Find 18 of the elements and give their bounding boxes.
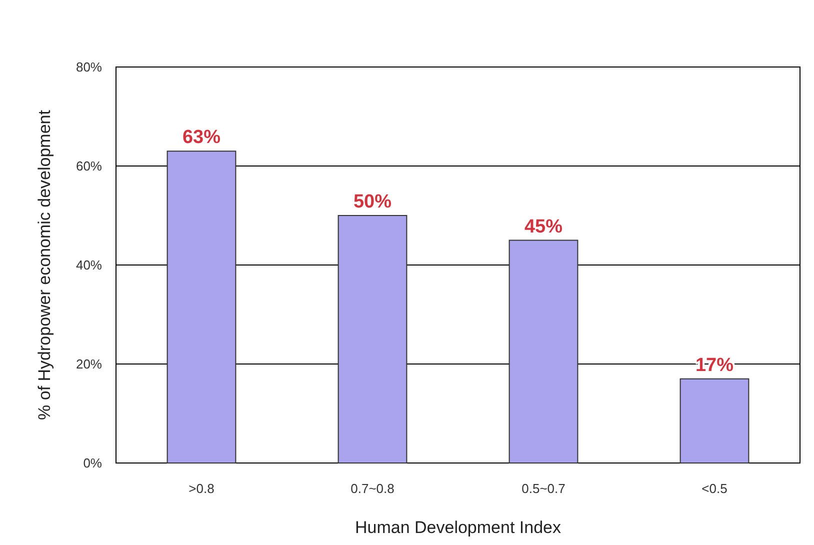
x-tick-label: 0.5~0.7 [522,481,566,496]
data-label: 50% [353,192,392,212]
bar [166,150,236,464]
x-tick-label: <0.5 [702,481,728,496]
data-label: 45% [524,216,563,238]
y-tick-label: 20% [76,356,102,372]
bar [338,215,408,464]
y-tick-label: 60% [76,158,102,174]
data-label: 63% [182,127,221,148]
x-tick-label: 0.7~0.8 [350,481,394,496]
bar [680,378,750,464]
x-tick-label: >0.8 [188,481,214,496]
y-tick-label: 40% [76,258,102,273]
y-tick-label: 0% [83,456,102,471]
y-tick-label: 80% [76,60,102,75]
x-axis-title: Human Development Index [354,518,562,537]
bar [508,240,578,464]
y-axis-title: % of Hydropower economic development [35,110,54,420]
